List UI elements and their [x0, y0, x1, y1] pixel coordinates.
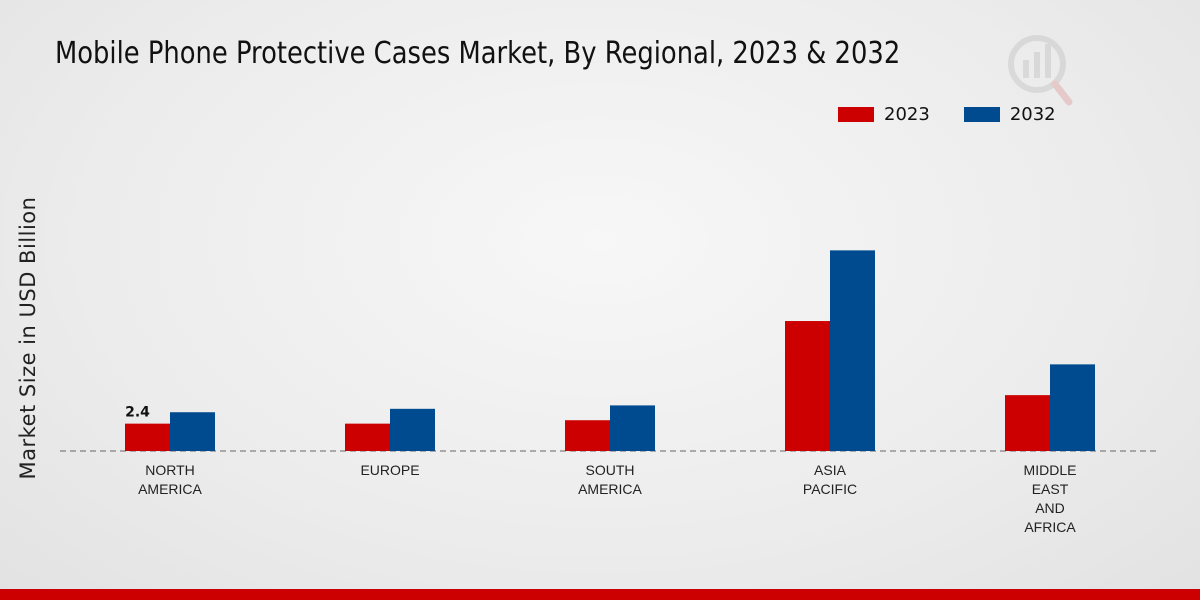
legend-label-2023: 2023 — [884, 104, 930, 125]
x-tick-label-1: EUROPE — [360, 462, 419, 478]
x-tick-label-0: NORTH AMERICA — [138, 462, 202, 497]
legend-item-2032: 2032 — [963, 104, 1056, 125]
bar-2032-1 — [390, 408, 435, 451]
x-tick-label-4: MIDDLE EAST AND AFRICA — [1024, 462, 1077, 535]
x-tick-label-2: SOUTH AMERICA — [578, 462, 642, 497]
bar-2032-4 — [1050, 364, 1095, 451]
bar-2032-3 — [830, 250, 875, 451]
bar-2023-1 — [345, 423, 390, 451]
bar-2023-4 — [1005, 395, 1050, 451]
bar-2023-2 — [565, 420, 610, 451]
bar-2032-2 — [610, 405, 655, 451]
data-label-2023-0: 2.4 — [125, 405, 150, 421]
legend-swatch-2023 — [838, 107, 874, 122]
watermark-logo-icon — [1008, 35, 1073, 106]
legend-item-2023: 2023 — [838, 104, 930, 125]
bar-2023-3 — [785, 321, 830, 451]
x-tick-label-3: ASIA PACIFIC — [803, 462, 857, 497]
legend-swatch-2032 — [963, 107, 1000, 122]
bar-2032-0 — [170, 412, 215, 451]
chart-legend: 2023 2032 — [838, 104, 1056, 125]
footer-accent-bar — [0, 589, 1200, 600]
legend-label-2032: 2032 — [1009, 104, 1056, 125]
bar-2023-0 — [125, 423, 170, 451]
chart-title: Mobile Phone Protective Cases Market, By… — [55, 36, 901, 71]
